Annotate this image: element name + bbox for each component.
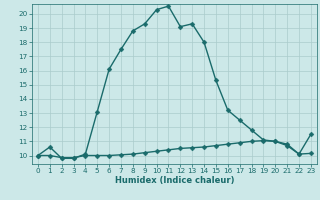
X-axis label: Humidex (Indice chaleur): Humidex (Indice chaleur): [115, 176, 234, 185]
